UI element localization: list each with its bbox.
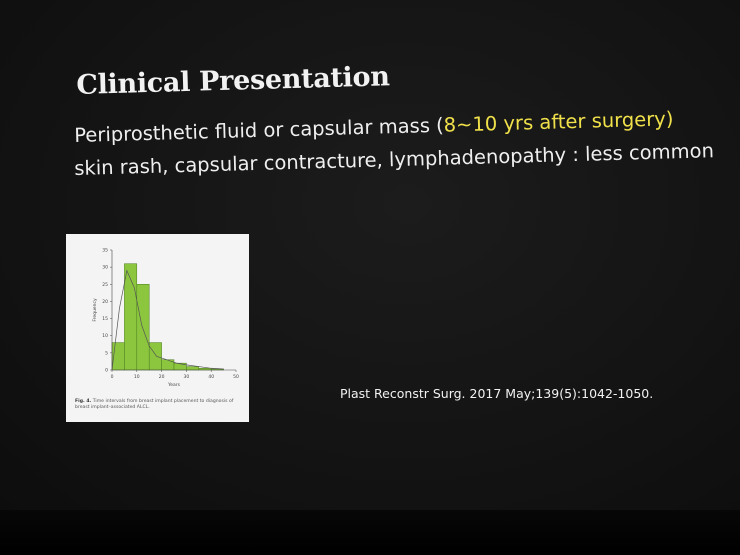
x-tick-label: 20	[159, 374, 165, 380]
bullet-line-1-highlight: 8~10 yrs after surgery)	[443, 107, 674, 137]
bullet-line-1: Periprosthetic fluid or capsular mass (8…	[74, 107, 674, 147]
figure-caption-label: Fig. 4.	[75, 399, 92, 404]
y-tick-label: 30	[102, 265, 108, 271]
density-curve	[111, 269, 224, 371]
x-tick-label: 10	[134, 374, 140, 380]
histogram-bar	[186, 366, 200, 371]
x-tick-label: 30	[184, 374, 190, 380]
slide: Clinical Presentation Periprosthetic flu…	[0, 0, 740, 510]
histogram-bar	[173, 362, 187, 371]
figure-caption-text: Time intervals from breast implant place…	[75, 399, 234, 410]
histogram-chart: 0 10 20 30 40 50 0 5 10 15 20 25 30 35 Years Frequency	[92, 248, 239, 389]
y-tick-label: 0	[105, 368, 108, 374]
y-tick-label: 5	[105, 350, 108, 356]
histogram-figure: 0 10 20 30 40 50 0 5 10 15 20 25 30 35 Years Frequency …	[66, 234, 249, 422]
histogram-bar	[148, 342, 162, 371]
histogram-bar	[136, 284, 150, 371]
y-tick-label: 20	[102, 299, 108, 305]
y-tick-label: 15	[102, 316, 108, 322]
citation: Plast Reconstr Surg. 2017 May;139(5):104…	[340, 386, 654, 401]
histogram-bar	[161, 359, 175, 371]
figure-caption: Fig. 4. Time intervals from breast impla…	[75, 399, 247, 411]
x-tick-label: 0	[111, 374, 114, 380]
slide-title: Clinical Presentation	[76, 61, 390, 101]
x-tick-label: 50	[233, 374, 239, 380]
bullet-line-2: skin rash, capsular contracture, lymphad…	[74, 139, 715, 180]
floor-shadow	[0, 510, 740, 555]
y-tick-label: 35	[102, 248, 108, 254]
x-axis-label: Years	[167, 382, 181, 388]
bullet-line-1-text: Periprosthetic fluid or capsular mass (	[74, 113, 445, 147]
y-tick-label: 10	[102, 333, 108, 339]
y-tick-label: 25	[102, 282, 108, 288]
x-tick-label: 40	[208, 374, 214, 380]
y-axis-label: Frequency	[92, 298, 98, 322]
